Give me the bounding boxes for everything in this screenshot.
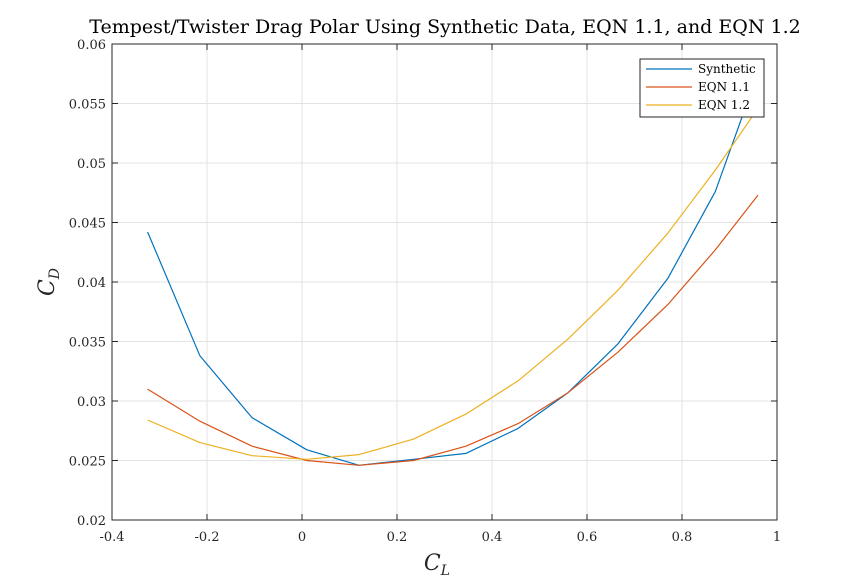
y-tick-label: 0.02 (77, 514, 106, 529)
x-tick-label: 0 (298, 530, 306, 545)
y-tick-label: 0.05 (77, 157, 106, 172)
y-tick-label: 0.035 (69, 336, 106, 351)
y-tick-label: 0.045 (69, 217, 106, 232)
y-tick-label: 0.025 (69, 455, 106, 470)
series-layer (147, 72, 759, 466)
y-axis-label-sub: D (47, 268, 63, 280)
chart-title: Tempest/Twister Drag Polar Using Synthet… (89, 16, 800, 38)
x-tick-label: 0.4 (482, 530, 503, 545)
legend-label-eqn-1-1: EQN 1.1 (698, 80, 750, 94)
x-tick-label: -0.4 (99, 530, 124, 545)
y-tick-label: 0.06 (77, 38, 106, 53)
tick-layer: -0.4 -0.2 0 0.2 0.4 0.6 0.8 1 0.02 0.025 0.03 0.035… (69, 38, 781, 545)
x-axis-label: CL (424, 551, 450, 579)
series-line-synthetic (147, 72, 759, 466)
series-line-eqn-1-1 (147, 194, 759, 466)
y-tick-label: 0.055 (69, 98, 106, 113)
legend-label-synthetic: Synthetic (698, 62, 756, 76)
x-axis-label-main: C (424, 551, 441, 576)
legend-label-eqn-1-2: EQN 1.2 (698, 98, 750, 112)
x-tick-label: -0.2 (194, 530, 219, 545)
x-tick-label: 1 (773, 530, 781, 545)
x-tick-label: 0.2 (387, 530, 408, 545)
y-tick-label: 0.03 (77, 395, 106, 410)
y-tick-label: 0.04 (77, 276, 106, 291)
legend: Synthetic EQN 1.1 EQN 1.2 (639, 58, 765, 118)
x-tick-label: 0.8 (672, 530, 693, 545)
y-axis-label-main: C (35, 279, 60, 296)
x-tick-label: 0.6 (577, 530, 598, 545)
series-line-eqn-1-2 (147, 107, 759, 460)
y-axis-label: CD (35, 268, 63, 296)
x-axis-label-sub: L (440, 563, 450, 579)
